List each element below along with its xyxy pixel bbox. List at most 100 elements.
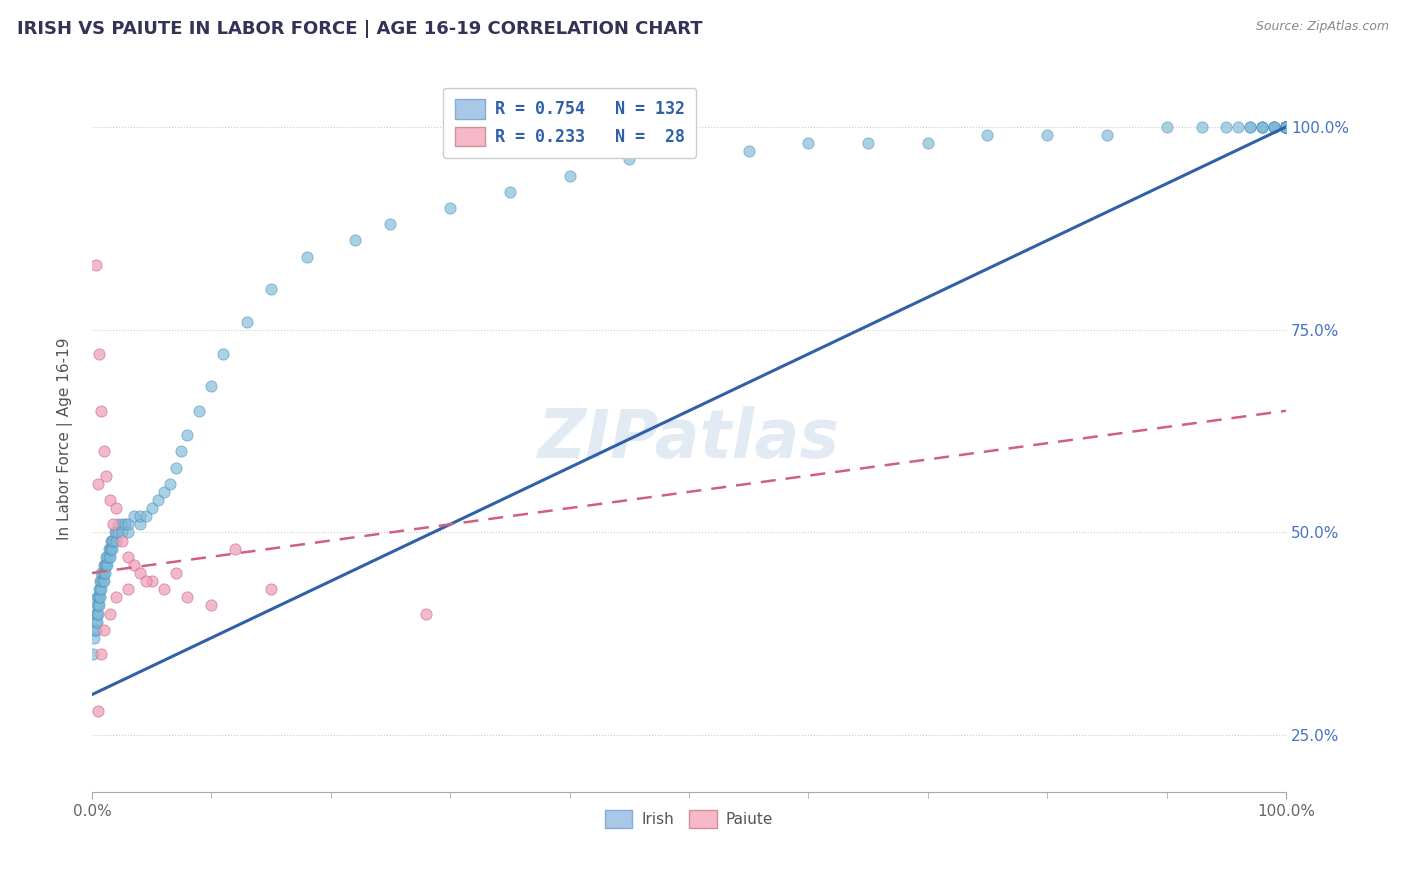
- Point: [104, 525, 127, 540]
- Point: [122, 558, 145, 572]
- Point: [1275, 120, 1298, 134]
- Point: [1275, 120, 1298, 134]
- Point: [128, 509, 150, 524]
- Point: [84, 623, 107, 637]
- Point: [94, 566, 117, 580]
- Point: [1275, 120, 1298, 134]
- Point: [90, 574, 112, 588]
- Point: [103, 517, 125, 532]
- Point: [103, 533, 125, 548]
- Point: [917, 136, 939, 150]
- Point: [1275, 120, 1298, 134]
- Point: [98, 541, 121, 556]
- Point: [170, 444, 193, 458]
- Point: [146, 493, 169, 508]
- Point: [104, 533, 127, 548]
- Point: [200, 379, 222, 393]
- Point: [1191, 120, 1213, 134]
- Point: [107, 517, 129, 532]
- Point: [83, 631, 105, 645]
- Point: [96, 468, 118, 483]
- Point: [96, 549, 118, 564]
- Point: [101, 533, 124, 548]
- Point: [107, 525, 129, 540]
- Point: [1251, 120, 1274, 134]
- Point: [212, 347, 235, 361]
- Point: [1275, 120, 1298, 134]
- Point: [1215, 120, 1237, 134]
- Point: [159, 476, 181, 491]
- Point: [1275, 120, 1298, 134]
- Point: [104, 525, 127, 540]
- Point: [1239, 120, 1261, 134]
- Point: [104, 591, 127, 605]
- Text: ZIPatlas: ZIPatlas: [538, 406, 839, 472]
- Point: [93, 566, 115, 580]
- Point: [1251, 120, 1274, 134]
- Point: [93, 574, 115, 588]
- Point: [87, 591, 110, 605]
- Point: [1275, 120, 1298, 134]
- Point: [439, 201, 461, 215]
- Point: [84, 615, 107, 629]
- Point: [619, 153, 641, 167]
- Point: [260, 282, 283, 296]
- Point: [224, 541, 246, 556]
- Point: [176, 591, 198, 605]
- Point: [1275, 120, 1298, 134]
- Point: [100, 533, 122, 548]
- Point: [1275, 120, 1298, 134]
- Point: [86, 591, 108, 605]
- Point: [87, 704, 110, 718]
- Point: [87, 599, 110, 613]
- Y-axis label: In Labor Force | Age 16-19: In Labor Force | Age 16-19: [58, 338, 73, 541]
- Point: [84, 258, 107, 272]
- Point: [122, 509, 145, 524]
- Point: [1275, 120, 1298, 134]
- Point: [1263, 120, 1285, 134]
- Point: [87, 347, 110, 361]
- Point: [111, 517, 134, 532]
- Point: [141, 574, 163, 588]
- Point: [1275, 120, 1298, 134]
- Point: [1275, 120, 1298, 134]
- Point: [89, 574, 111, 588]
- Text: Source: ZipAtlas.com: Source: ZipAtlas.com: [1256, 20, 1389, 33]
- Point: [91, 574, 114, 588]
- Point: [101, 541, 124, 556]
- Point: [87, 582, 110, 597]
- Point: [98, 493, 121, 508]
- Point: [1156, 120, 1178, 134]
- Point: [1275, 120, 1298, 134]
- Point: [1263, 120, 1285, 134]
- Point: [499, 185, 522, 199]
- Point: [152, 582, 174, 597]
- Point: [1263, 120, 1285, 134]
- Point: [236, 314, 259, 328]
- Point: [165, 460, 187, 475]
- Point: [1239, 120, 1261, 134]
- Point: [135, 574, 157, 588]
- Point: [1275, 120, 1298, 134]
- Point: [83, 623, 105, 637]
- Point: [1275, 120, 1298, 134]
- Point: [90, 404, 112, 418]
- Point: [90, 566, 112, 580]
- Point: [141, 501, 163, 516]
- Point: [1275, 120, 1298, 134]
- Point: [176, 428, 198, 442]
- Point: [1275, 120, 1298, 134]
- Point: [1275, 120, 1298, 134]
- Point: [1275, 120, 1298, 134]
- Point: [1275, 120, 1298, 134]
- Point: [94, 558, 117, 572]
- Point: [111, 533, 134, 548]
- Point: [117, 517, 139, 532]
- Point: [1275, 120, 1298, 134]
- Point: [98, 607, 121, 621]
- Point: [1275, 120, 1298, 134]
- Point: [87, 591, 110, 605]
- Point: [1275, 120, 1298, 134]
- Point: [93, 558, 115, 572]
- Point: [82, 647, 104, 661]
